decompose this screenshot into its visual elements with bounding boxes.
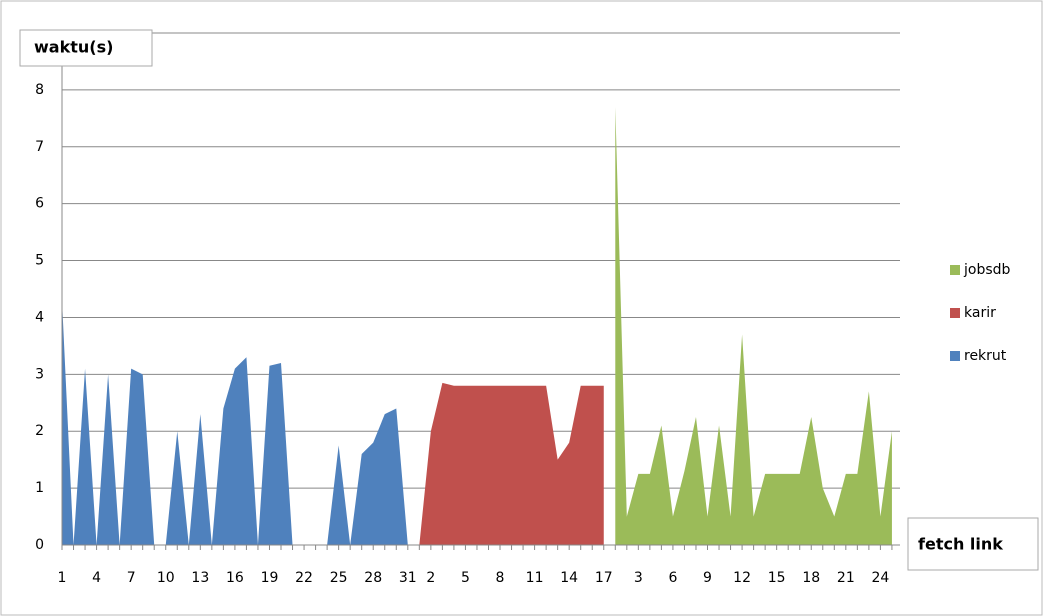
x-tick-label: 13 <box>191 570 209 586</box>
x-tick-label: 21 <box>837 570 855 586</box>
x-tick-label: 4 <box>92 570 101 586</box>
x-tick-label: 11 <box>526 570 544 586</box>
y-tick-label: 0 <box>35 537 44 553</box>
x-tick-label: 9 <box>703 570 712 586</box>
y-tick-label: 1 <box>35 480 44 496</box>
area <box>615 106 892 545</box>
x-tick-label: 24 <box>871 570 889 586</box>
y-axis-title: waktu(s) <box>34 38 113 57</box>
x-axis-title-box <box>907 517 1039 571</box>
x-tick-label: 16 <box>226 570 244 586</box>
x-tick-label: 18 <box>802 570 820 586</box>
y-tick-label: 5 <box>35 253 44 269</box>
x-tick-label: 7 <box>127 570 136 586</box>
y-tick-label: 8 <box>35 82 44 98</box>
y-tick-label: 4 <box>35 309 44 325</box>
y-axis-title-box <box>19 29 153 67</box>
legend-label: rekrut <box>964 348 1007 364</box>
x-tick-label: 25 <box>330 570 348 586</box>
x-tick-label: 14 <box>560 570 578 586</box>
x-tick-label: 1 <box>58 570 67 586</box>
legend-swatch <box>950 308 960 318</box>
x-tick-label: 28 <box>364 570 382 586</box>
y-tick-label: 7 <box>35 139 44 155</box>
x-tick-label: 10 <box>157 570 175 586</box>
y-tick-label: 6 <box>35 196 44 212</box>
x-tick-label: 2 <box>426 570 435 586</box>
x-tick-label: 17 <box>595 570 613 586</box>
y-tick-label: 2 <box>35 423 44 439</box>
x-tick-label: 3 <box>634 570 643 586</box>
x-axis-title: fetch link <box>918 535 1003 554</box>
x-tick-label: 19 <box>261 570 279 586</box>
x-tick-label: 12 <box>733 570 751 586</box>
legend-swatch <box>950 351 960 361</box>
legend-swatch <box>950 265 960 275</box>
area <box>419 382 604 545</box>
y-tick-label: 3 <box>35 366 44 382</box>
x-tick-label: 6 <box>668 570 677 586</box>
area <box>62 300 408 545</box>
x-tick-label: 5 <box>461 570 470 586</box>
x-tick-label: 15 <box>768 570 786 586</box>
legend-label: jobsdb <box>963 262 1011 278</box>
x-tick-label: 8 <box>496 570 505 586</box>
x-tick-label: 31 <box>399 570 417 586</box>
legend-label: karir <box>964 305 996 321</box>
x-tick-label: 22 <box>295 570 313 586</box>
